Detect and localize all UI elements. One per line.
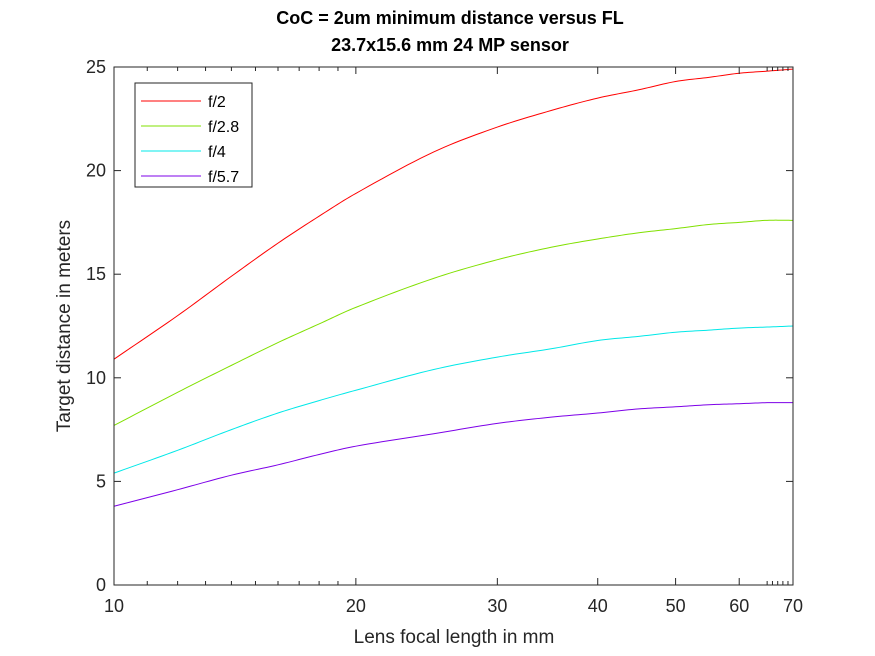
legend-label-3: f/4 (208, 144, 226, 161)
x-axis-label: Lens focal length in mm (354, 627, 555, 648)
legend-box (134, 82, 253, 188)
series-group (113, 68, 794, 507)
x-tick-label: 70 (783, 596, 803, 616)
legend-label-2: f/2.8 (208, 119, 239, 136)
x-tick-label: 50 (666, 596, 686, 616)
series-line-3 (113, 325, 794, 474)
x-tick-label: 20 (346, 596, 366, 616)
chart-title: CoC = 2um minimum distance versus FL (276, 8, 624, 28)
y-tick-label: 0 (96, 575, 106, 595)
x-tick-label: 60 (729, 596, 749, 616)
axes-box (113, 66, 794, 586)
axes-group (113, 66, 794, 586)
legend: f/2 f/2.8 f/4 f/5.7 (134, 82, 253, 188)
y-tick-label: 10 (86, 368, 106, 388)
chart-subtitle: 23.7x15.6 mm 24 MP sensor (331, 35, 569, 55)
y-axis-label: Target distance in meters (54, 220, 75, 432)
ticks-group: 0 5 10 15 20 25 10 20 30 40 50 60 70 (86, 57, 803, 616)
y-tick-label: 20 (86, 161, 106, 181)
x-tick-label: 40 (588, 596, 608, 616)
y-tick-label: 15 (86, 264, 106, 284)
y-tick-label: 5 (96, 471, 106, 491)
series-line-2 (113, 219, 794, 426)
y-tick-label: 25 (86, 57, 106, 77)
x-tick-label: 30 (487, 596, 507, 616)
legend-label-1: f/2 (208, 94, 226, 111)
legend-label-4: f/5.7 (208, 169, 239, 186)
series-line-1 (113, 68, 794, 360)
x-tick-label: 10 (104, 596, 124, 616)
series-line-4 (113, 402, 793, 507)
